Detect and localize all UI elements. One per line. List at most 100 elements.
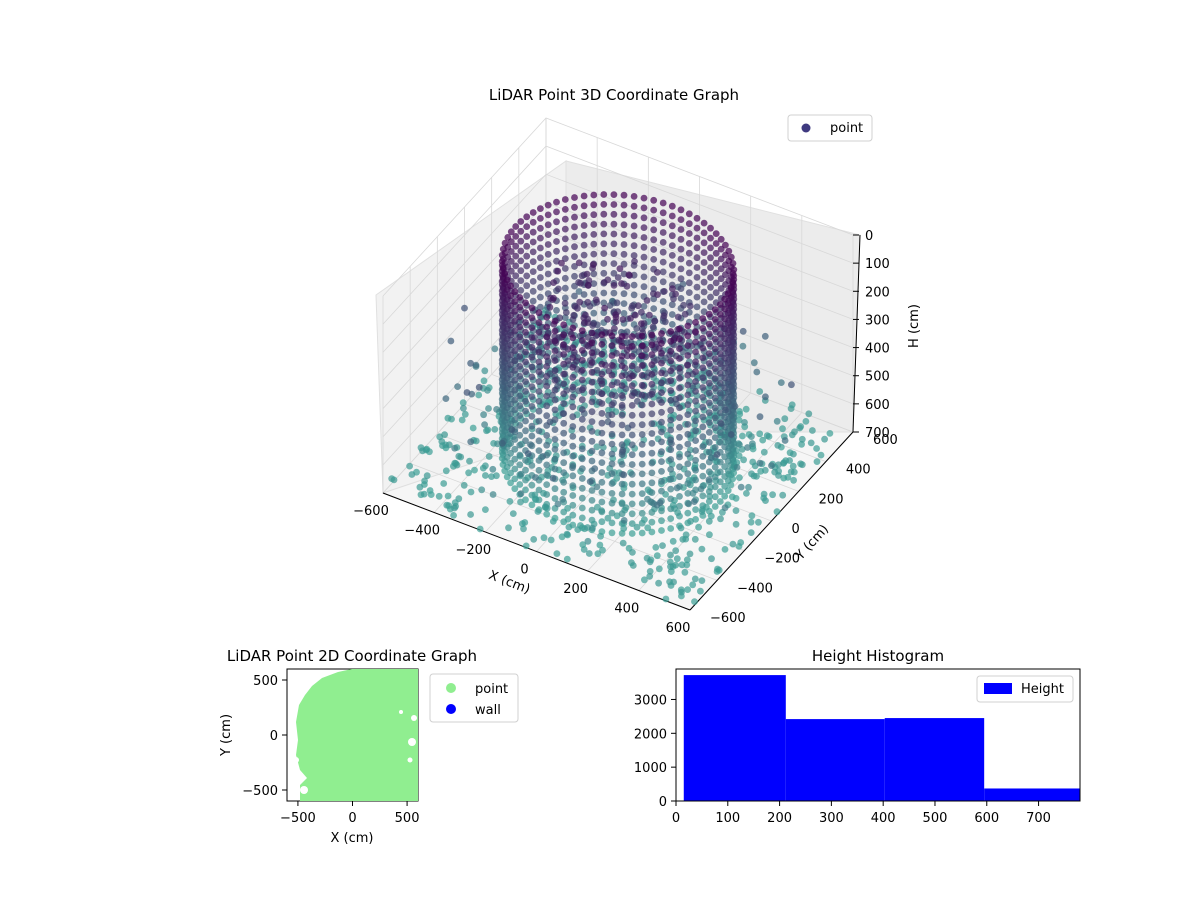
data-point [650,226,658,234]
data-point [628,333,636,340]
data-point [598,331,606,338]
data-point [482,472,489,479]
data-point [423,472,431,480]
data-point [628,480,636,488]
data-point [511,485,519,493]
data-point [715,566,723,574]
data-point [633,325,641,332]
data-point [516,431,524,439]
grid-line [382,230,854,409]
data-point [685,230,693,237]
data-point [743,490,750,497]
wall-gaps-2d [293,710,417,794]
data-point [598,370,606,378]
data-point [705,517,713,525]
data-point [522,407,529,415]
data-point [447,337,455,345]
z-axis-label-3d: H (cm) [907,304,922,348]
data-point [736,474,743,481]
data-point [528,343,536,351]
data-point [747,518,755,526]
data-point [673,484,681,492]
data-point [551,465,559,473]
data-point [467,438,475,446]
data-point [676,493,683,500]
data-point [560,429,568,437]
data-point [638,372,646,379]
data-point [638,509,646,517]
data-point [727,431,735,438]
data-point [684,470,692,478]
data-point [699,443,707,450]
data-point [648,371,656,378]
data-point [569,354,577,361]
data-point [716,340,724,348]
legend-label-point: point [830,121,863,136]
data-point [560,449,568,457]
data-point [693,254,701,262]
y-tick-label-3d: −200 [764,552,800,567]
data-point [620,211,628,219]
data-point [569,501,577,509]
data-point [693,224,701,232]
data-point [692,397,699,405]
data-point [658,517,665,525]
data-point [630,193,638,200]
data-point [529,209,537,216]
data-point [478,486,486,494]
data-point [516,451,524,459]
data-point [590,201,598,209]
data-point [676,433,683,441]
data-point [522,388,529,395]
data-point [459,399,467,407]
data-point [484,386,491,394]
data-point [551,317,559,325]
y-tick-label-3d: 200 [819,492,844,507]
data-point [466,457,473,465]
data-point [511,406,519,414]
data-point [638,490,646,497]
data-point [553,208,560,216]
data-point [779,491,787,499]
data-point [608,411,616,418]
data-point [748,433,755,440]
data-point [648,390,656,398]
data-point [588,359,596,366]
data-point [485,453,493,460]
data-point [691,575,699,583]
data-point [732,507,740,514]
data-point [504,234,512,241]
data-point [668,222,676,230]
data-point [693,313,701,321]
data-point [561,284,569,292]
data-point [590,290,598,297]
data-point [705,379,713,387]
data-point [668,202,676,210]
data-point [699,364,707,372]
data-point [705,429,713,436]
data-point [537,215,544,222]
grid-line [382,145,854,325]
data-point [684,450,692,458]
data-point [551,357,559,364]
data-point [638,381,646,389]
data-point [535,388,543,395]
data-point [554,500,562,508]
data-point [588,339,596,347]
data-point [713,451,721,458]
data-point [569,464,576,472]
data-point [699,472,707,480]
data-point [529,218,537,226]
data-point [608,480,616,487]
data-point [444,414,452,422]
data-point [569,452,577,460]
data-point [667,505,675,513]
data-point [537,244,544,252]
data-point [667,495,675,503]
data-point [638,401,646,409]
data-point [598,341,606,348]
data-point [547,536,555,544]
data-point [684,342,692,349]
data-point [485,405,492,412]
